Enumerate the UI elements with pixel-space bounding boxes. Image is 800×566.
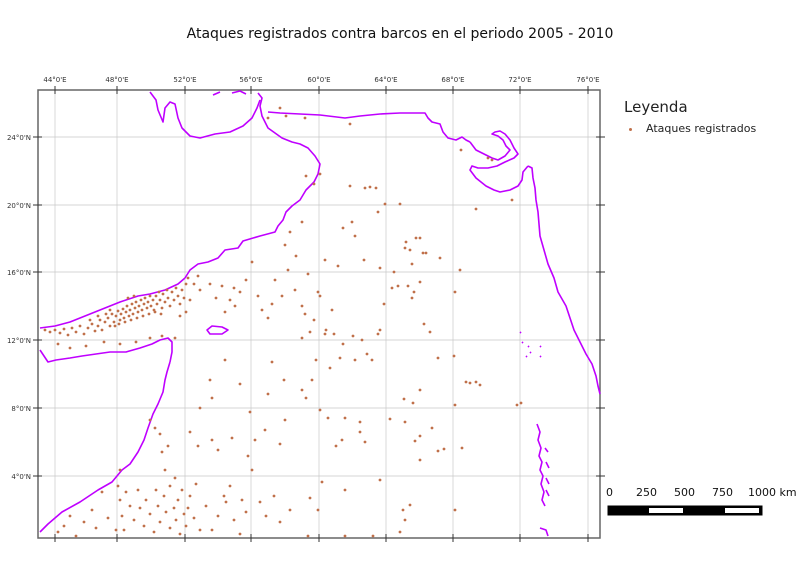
coastline-oman [184, 92, 321, 279]
coastline-socotra [206, 325, 229, 335]
latitude-labels: 24°0'N 20°0'N 16°0'N 12°0'N 8°0'N 4°0'N [7, 134, 31, 481]
legend-item-attacks: Ataques registrados [629, 122, 757, 135]
legend: Leyenda Ataques registrados [624, 98, 756, 135]
coastline-gujarat [469, 130, 529, 193]
lat-label: 16°0'N [7, 269, 31, 277]
lon-label: 48°0'E [105, 76, 128, 84]
lat-label: 20°0'N [7, 202, 31, 210]
scale-label-750: 750 [712, 486, 733, 499]
coastline-somalia-east [39, 361, 171, 533]
scale-label-0: 0 [606, 486, 613, 499]
lon-label: 68°0'E [441, 76, 464, 84]
lat-label: 8°0'N [11, 405, 31, 413]
graticule [38, 90, 600, 538]
lon-label: 56°0'E [239, 76, 262, 84]
lon-label: 76°0'E [576, 76, 599, 84]
attack-point-icon [629, 128, 632, 131]
map-title: Ataques registrados contra barcos en el … [186, 26, 614, 42]
lon-label: 44°0'E [43, 76, 66, 84]
scale-label-1000: 1000 km [748, 486, 797, 499]
coastline-maldives [536, 423, 546, 507]
legend-item-label: Ataques registrados [646, 122, 757, 135]
lat-label: 24°0'N [7, 134, 31, 142]
lon-label: 60°0'E [307, 76, 330, 84]
lat-label: 4°0'N [11, 473, 31, 481]
scalebar-graphic [607, 505, 763, 516]
attack-points [43, 106, 523, 538]
scalebar: 0 250 500 750 1000 km [606, 486, 797, 526]
coastline-persian-gulf [149, 91, 261, 139]
coastline-somalia-north [39, 337, 173, 363]
scale-label-250: 250 [636, 486, 657, 499]
coastline-yemen [39, 277, 186, 329]
legend-title: Leyenda [624, 98, 688, 116]
longitude-labels: 44°0'E 48°0'E 52°0'E 56°0'E 60°0'E 64°0'… [43, 76, 599, 84]
scale-label-500: 500 [674, 486, 695, 499]
coastline-india-west [527, 165, 601, 395]
tick-marks [33, 86, 605, 542]
lat-label: 12°0'N [7, 337, 31, 345]
lon-label: 64°0'E [374, 76, 397, 84]
lon-label: 72°0'E [508, 76, 531, 84]
coastlines [39, 90, 601, 537]
coastline-iran-pakistan [267, 111, 471, 143]
lon-label: 52°0'E [173, 76, 196, 84]
